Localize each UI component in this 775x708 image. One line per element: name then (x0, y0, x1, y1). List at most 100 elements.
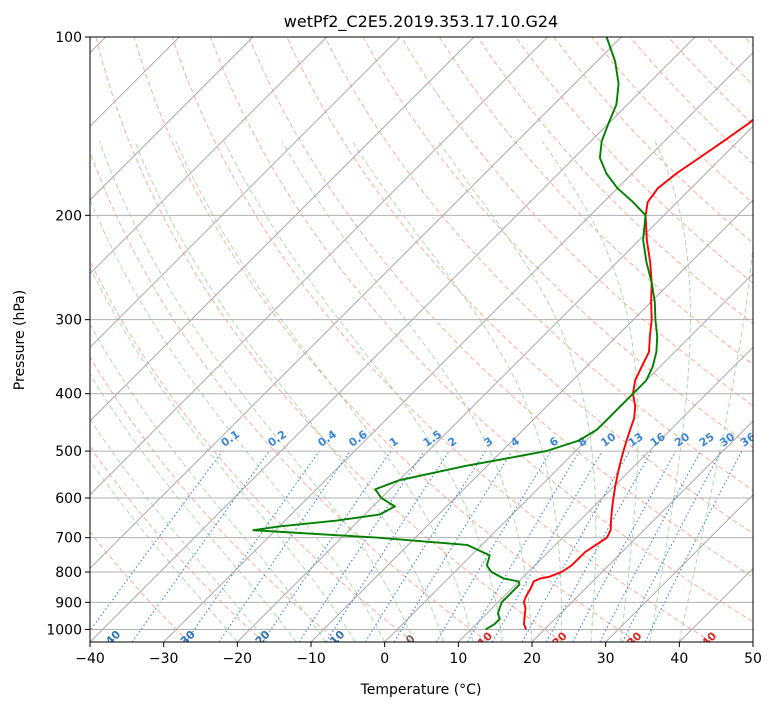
mixing-ratio-label: 30 (717, 430, 737, 450)
mixing-ratio-line (491, 450, 603, 642)
mixing-ratio-line (325, 450, 450, 642)
dry-adiabat-label: 10 (475, 629, 495, 649)
x-tick-label: −20 (223, 651, 253, 667)
moist-adiabat (134, 141, 445, 642)
dry-adiabat (438, 37, 753, 366)
dry-adiabat (400, 37, 753, 407)
isotherm (90, 37, 696, 642)
mixing-ratio-label: 4 (508, 434, 522, 449)
mixing-ratio-label: 16 (648, 430, 668, 450)
isotherm (605, 493, 753, 642)
y-tick-label: 300 (55, 313, 82, 329)
isotherm (310, 199, 753, 642)
mixing-ratio-label: 0.1 (219, 428, 242, 450)
dry-adiabat (515, 37, 753, 284)
x-tick-label: −10 (296, 651, 326, 667)
isotherm (90, 37, 475, 422)
dry-adiabat (286, 37, 753, 534)
mixing-ratio-line (521, 450, 630, 642)
isotherm (457, 346, 753, 642)
dry-adiabat-label: -30 (175, 628, 198, 651)
mixing-ratio-label: 0.6 (346, 428, 370, 450)
moist-adiabat (90, 266, 356, 642)
x-axis-title: Temperature (°C) (360, 682, 482, 698)
dry-adiabat (90, 531, 190, 642)
grid-lines (90, 37, 753, 630)
mixing-ratio-line (364, 450, 486, 642)
moist-adiabat (90, 373, 297, 642)
mixing-ratio-label: 10 (598, 430, 618, 450)
isotherm (678, 567, 753, 642)
y-tick-label: 500 (55, 444, 82, 460)
mixing-ratio-label: 1 (387, 435, 401, 450)
isotherm (752, 641, 753, 642)
dry-adiabat (90, 259, 414, 642)
y-tick-label: 800 (55, 565, 82, 581)
y-tick-label: 900 (55, 595, 82, 611)
y-tick-label: 200 (55, 208, 82, 224)
isotherm (90, 37, 549, 496)
x-tick-label: −30 (149, 651, 179, 667)
moist-adiabat (649, 141, 691, 642)
mixing-ratio-label: 25 (697, 430, 717, 449)
dry-adiabat (210, 37, 753, 623)
mixing-ratio-label: 20 (672, 430, 692, 450)
series-line-1 (522, 118, 753, 630)
y-axis: 100 200 300 400 500 600 700 800 900 1000 (46, 30, 90, 638)
isotherm (236, 125, 753, 642)
dry-adiabat (668, 37, 753, 125)
dry-adiabat (744, 37, 753, 47)
dry-adiabat-label: 0 (403, 632, 418, 647)
mixing-ratio-line (218, 450, 351, 642)
y-axis-title: Pressure (hPa) (12, 290, 28, 390)
x-tick-label: 20 (523, 651, 541, 667)
mixing-ratio-label: 1.5 (421, 428, 444, 450)
x-tick-label: 30 (597, 651, 615, 667)
isotherm (163, 51, 753, 642)
dry-adiabat (90, 445, 264, 642)
series-line-2 (252, 37, 659, 631)
moist-adiabat (90, 198, 386, 642)
dry-adiabat (324, 37, 753, 491)
dry-adiabat (95, 37, 563, 642)
isotherm (384, 272, 753, 642)
x-tick-label: 40 (670, 651, 688, 667)
dry-adiabat (133, 37, 638, 642)
dry-adiabat (90, 356, 339, 642)
dry-adiabat (248, 37, 753, 578)
y-tick-label: 100 (55, 30, 82, 46)
moist-adiabat (678, 141, 753, 642)
y-tick-label: 400 (55, 387, 82, 403)
dry-adiabat-label: 30 (625, 629, 645, 649)
dry-adiabat-label: 40 (699, 629, 719, 649)
dry-adiabat (90, 150, 488, 642)
moist-adiabat (90, 418, 268, 642)
x-tick-label: 0 (380, 651, 389, 667)
y-tick-label: 600 (55, 491, 82, 507)
x-tick-label: 10 (449, 651, 467, 667)
y-tick-label: 700 (55, 531, 82, 547)
mixing-ratio-line (393, 450, 513, 642)
mixing-ratio-line (572, 450, 677, 642)
mixing-ratio-line (185, 450, 320, 642)
moist-adiabat (437, 141, 597, 642)
plot-frame (89, 36, 754, 643)
dry-adiabat (591, 37, 753, 204)
mixing-ratio-line (131, 450, 270, 642)
x-axis: −40 −30 −20 −10 0 10 20 30 40 50 (75, 642, 762, 667)
mixing-ratio-line (435, 450, 552, 642)
moist-adiabat (223, 141, 503, 642)
isotherm (90, 37, 328, 275)
y-tick-label: 1000 (46, 622, 82, 638)
isotherm (90, 37, 622, 570)
mixing-ratio-label: 8 (576, 435, 590, 450)
dry-adiabat (477, 37, 753, 325)
dry-adiabat-label: 20 (550, 629, 570, 649)
moist-adiabat (541, 141, 639, 642)
mixing-ratio-label: 2 (446, 435, 460, 450)
mixing-ratio-line (599, 450, 701, 642)
mixing-ratio-line (621, 450, 722, 642)
isotherm (531, 420, 753, 642)
isotherm (90, 37, 254, 201)
